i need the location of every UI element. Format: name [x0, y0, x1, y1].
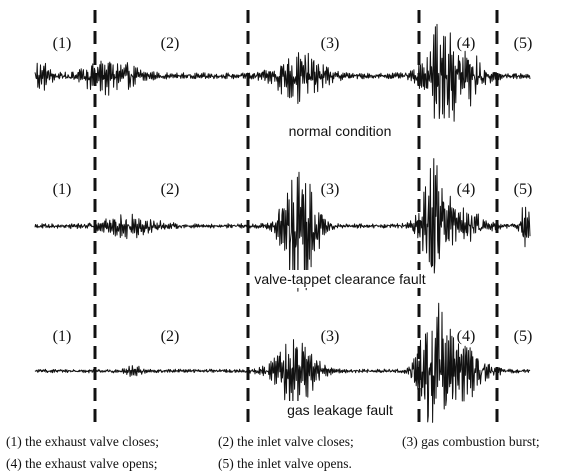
waveform-3: [34, 302, 531, 423]
segment-label-3: (3): [321, 35, 340, 52]
condition-label-1: normal condition: [289, 123, 392, 139]
segment-label-5: (5): [514, 328, 533, 345]
legend-item-4: (4) the exhaust valve opens;: [6, 456, 157, 471]
condition-label-bg-3: [285, 401, 396, 419]
segment-label-5: (5): [514, 181, 533, 198]
segment-label-4: (4): [457, 328, 476, 345]
segment-label-3: (3): [321, 328, 340, 345]
condition-label-bg-2: [252, 270, 428, 288]
segment-label-1: (1): [53, 181, 72, 198]
legend-item-2: (2) the inlet valve closes;: [218, 434, 354, 449]
legend-item-1: (1) the exhaust valve closes;: [6, 434, 159, 449]
segment-label-3: (3): [321, 181, 340, 198]
condition-label-3: gas leakage fault: [287, 402, 393, 418]
segment-label-2: (2): [161, 35, 180, 52]
segment-label-4: (4): [457, 35, 476, 52]
segment-label-4: (4): [457, 181, 476, 198]
segment-label-5: (5): [514, 35, 533, 52]
legend-item-5: (5) the inlet valve opens.: [218, 456, 352, 471]
condition-label-2: valve-tappet clearance fault: [254, 271, 425, 287]
condition-label-bg-1: [286, 122, 394, 140]
segment-label-2: (2): [161, 181, 180, 198]
segment-label-2: (2): [161, 328, 180, 345]
waveform-2: [34, 158, 531, 292]
waveform-1: [34, 23, 531, 122]
segment-label-1: (1): [53, 35, 72, 52]
legend-item-3: (3) gas combustion burst;: [402, 434, 540, 449]
segment-label-1: (1): [53, 328, 72, 345]
